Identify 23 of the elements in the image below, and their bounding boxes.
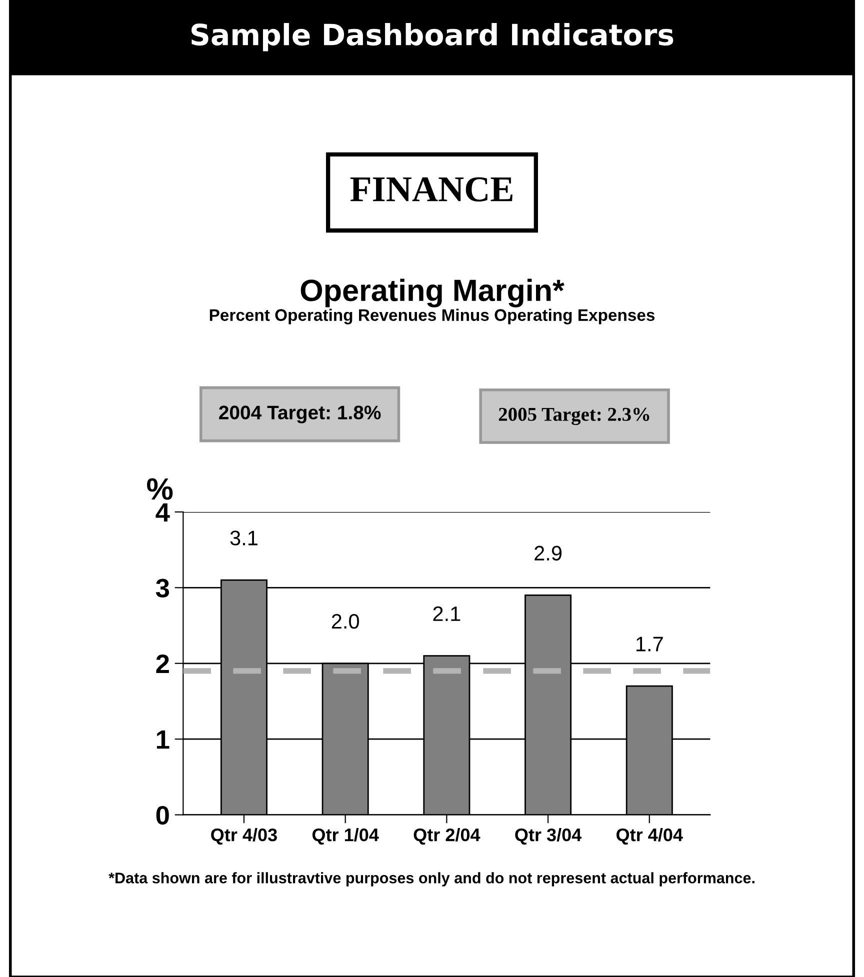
data-label: 3.1: [230, 530, 258, 546]
data-label: 2.1: [433, 606, 460, 621]
text: *Data shown are for illustravtive purposes only and do not represent actual performance.: [108, 872, 754, 886]
y-axis-title: %: [147, 478, 173, 500]
data-label: 1.7: [636, 636, 663, 652]
data-label: 2.0: [332, 614, 359, 629]
x-tick-label: Qtr 3/04: [515, 828, 582, 845]
y-tick-label: 4: [156, 503, 170, 522]
text: 2005 Target: 2.3%: [498, 408, 650, 426]
text: FINANCE: [350, 177, 512, 202]
x-tick-label: Qtr 1/04: [312, 828, 379, 845]
x-tick-label: Qtr 4/04: [616, 828, 683, 845]
y-tick-label: 2: [156, 654, 169, 673]
x-tick-label: Qtr 2/04: [414, 828, 480, 845]
text: 2004 Target: 1.8%: [219, 406, 381, 424]
chart-title: Operating Margin*: [300, 278, 564, 308]
data-label: 2.9: [534, 546, 562, 561]
y-tick-label: 1: [156, 730, 170, 749]
chart-subtitle: Percent Operating Revenues Minus Operating Expenses: [210, 308, 655, 324]
x-tick-label: Qtr 4/03: [211, 828, 277, 845]
y-tick-label: 3: [156, 578, 170, 598]
y-tick-label: 0: [156, 806, 169, 825]
text: Sample Dashboard Indicators: [192, 23, 674, 52]
